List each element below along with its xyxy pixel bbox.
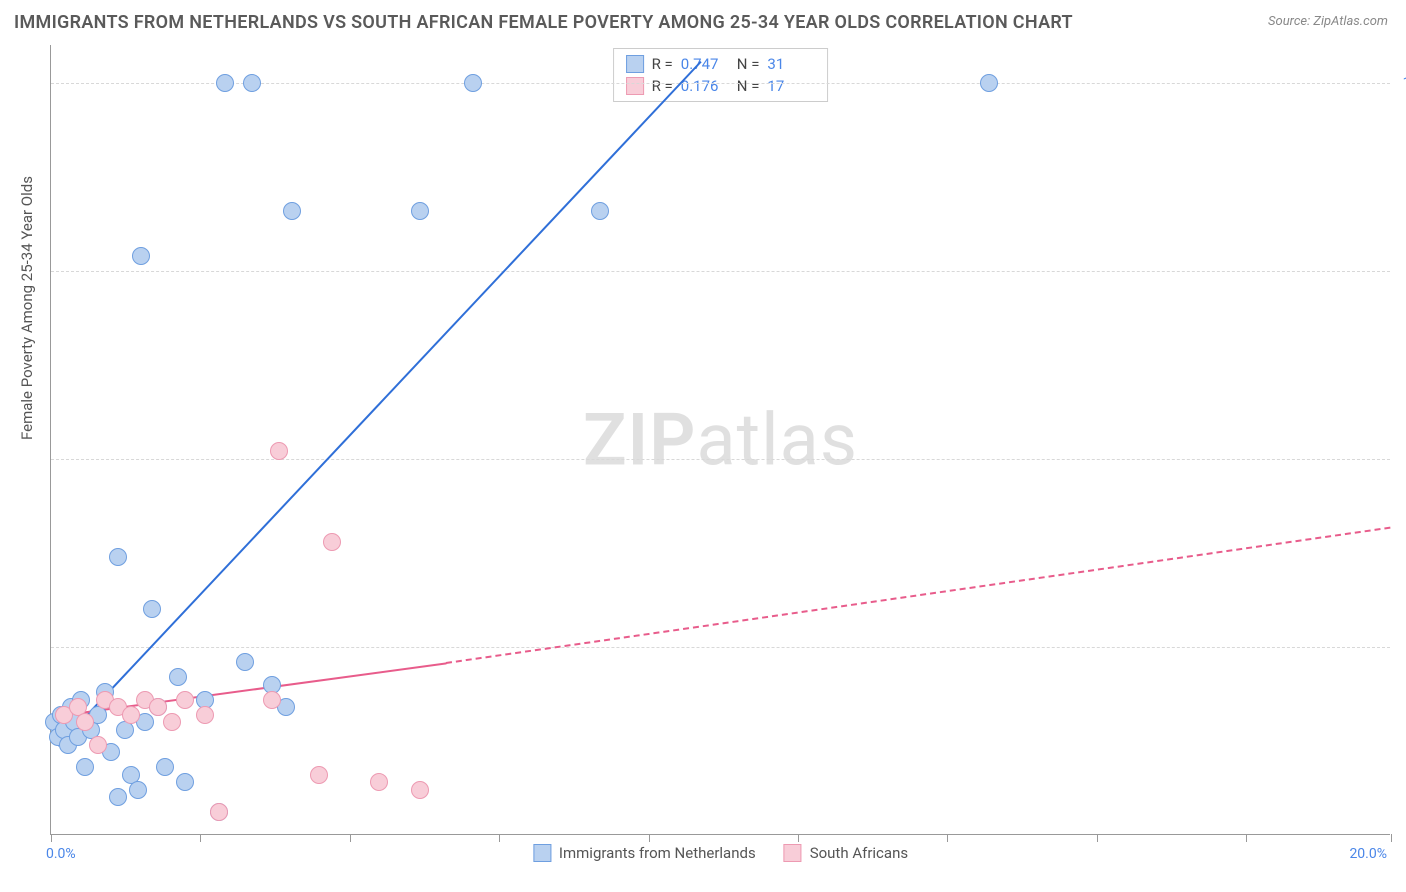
scatter-point-south_african [263, 691, 281, 709]
swatch-netherlands [626, 55, 644, 73]
scatter-point-netherlands [464, 74, 482, 92]
watermark-zip: ZIP [583, 397, 696, 482]
y-axis-title: Female Poverty Among 25-34 Year Olds [18, 176, 36, 440]
correlation-stats-box: R = 0.747 N = 31 R = 0.176 N = 17 [613, 48, 829, 102]
gridline-horizontal [51, 271, 1390, 272]
scatter-point-netherlands [591, 202, 609, 220]
legend: Immigrants from Netherlands South Africa… [533, 844, 908, 862]
chart-title: IMMIGRANTS FROM NETHERLANDS VS SOUTH AFR… [14, 12, 1073, 33]
scatter-point-south_african [149, 698, 167, 716]
scatter-point-south_african [411, 781, 429, 799]
x-tick-label-max: 20.0% [1349, 846, 1387, 862]
scatter-point-netherlands [176, 773, 194, 791]
scatter-point-netherlands [169, 668, 187, 686]
x-tick [1391, 834, 1392, 842]
scatter-point-south_african [210, 803, 228, 821]
stats-row-netherlands: R = 0.747 N = 31 [626, 53, 816, 75]
scatter-point-south_african [196, 706, 214, 724]
scatter-point-south_african [76, 713, 94, 731]
x-tick [200, 834, 201, 842]
x-tick [51, 834, 52, 842]
legend-label-south-african: South Africans [810, 844, 908, 862]
scatter-point-netherlands [76, 758, 94, 776]
scatter-point-south_african [163, 713, 181, 731]
scatter-point-netherlands [243, 74, 261, 92]
scatter-point-netherlands [129, 781, 147, 799]
scatter-point-netherlands [143, 600, 161, 618]
scatter-point-netherlands [216, 74, 234, 92]
stats-r-value-south-african: 0.176 [681, 77, 729, 95]
watermark: ZIPatlas [583, 397, 858, 482]
stats-n-label: N = [737, 77, 760, 95]
stats-n-label: N = [737, 55, 760, 73]
x-tick [499, 834, 500, 842]
plot-area: ZIPatlas R = 0.747 N = 31 R = 0.176 N = … [50, 45, 1390, 835]
scatter-point-netherlands [283, 202, 301, 220]
stats-r-label: R = [652, 55, 673, 73]
x-tick-label-min: 0.0% [46, 846, 76, 862]
x-tick [350, 834, 351, 842]
x-tick [649, 834, 650, 842]
x-tick [798, 834, 799, 842]
x-tick [1246, 834, 1247, 842]
legend-label-netherlands: Immigrants from Netherlands [559, 844, 756, 862]
watermark-atlas: atlas [696, 397, 858, 482]
x-tick [1097, 834, 1098, 842]
legend-item-south-african: South Africans [784, 844, 908, 862]
stats-n-value-netherlands: 31 [767, 55, 815, 73]
stats-row-south-african: R = 0.176 N = 17 [626, 75, 816, 97]
stats-r-value-netherlands: 0.747 [681, 55, 729, 73]
y-tick-label: 100.0% [1403, 75, 1406, 91]
legend-swatch-netherlands [533, 844, 551, 862]
x-tick [947, 834, 948, 842]
gridline-horizontal [51, 459, 1390, 460]
scatter-point-netherlands [132, 247, 150, 265]
scatter-point-south_african [370, 773, 388, 791]
scatter-point-netherlands [109, 788, 127, 806]
scatter-point-netherlands [411, 202, 429, 220]
scatter-point-netherlands [236, 653, 254, 671]
scatter-point-south_african [310, 766, 328, 784]
scatter-point-south_african [122, 706, 140, 724]
scatter-point-netherlands [980, 74, 998, 92]
stats-n-value-south-african: 17 [767, 77, 815, 95]
scatter-point-south_african [270, 442, 288, 460]
trend-line [57, 60, 702, 746]
gridline-horizontal [51, 647, 1390, 648]
scatter-point-netherlands [156, 758, 174, 776]
scatter-point-netherlands [109, 548, 127, 566]
scatter-point-south_african [89, 736, 107, 754]
legend-item-netherlands: Immigrants from Netherlands [533, 844, 756, 862]
scatter-point-south_african [323, 533, 341, 551]
swatch-south-african [626, 77, 644, 95]
source-attribution: Source: ZipAtlas.com [1268, 14, 1388, 29]
trend-line-extrapolated [446, 527, 1391, 664]
legend-swatch-south-african [784, 844, 802, 862]
scatter-point-south_african [176, 691, 194, 709]
